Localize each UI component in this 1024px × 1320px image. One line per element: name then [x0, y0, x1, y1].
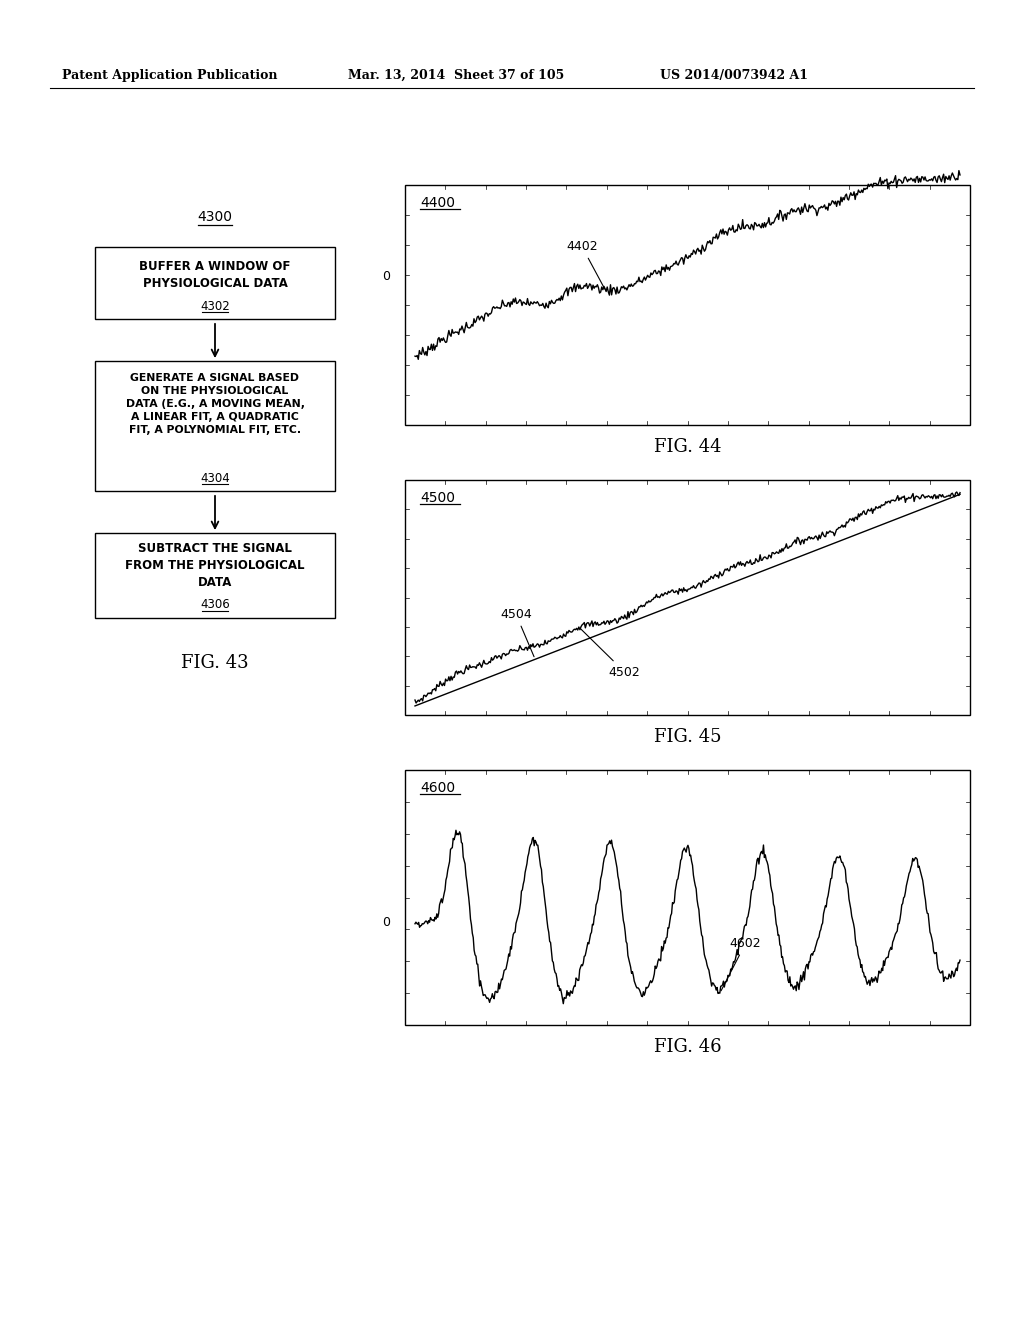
Text: Mar. 13, 2014  Sheet 37 of 105: Mar. 13, 2014 Sheet 37 of 105	[348, 69, 564, 82]
Bar	[406, 480, 970, 715]
Text: FIG. 45: FIG. 45	[653, 729, 721, 746]
Text: GENERATE A SIGNAL BASED
ON THE PHYSIOLOGICAL
DATA (E.G., A MOVING MEAN,
A LINEAR: GENERATE A SIGNAL BASED ON THE PHYSIOLOG…	[126, 372, 304, 436]
Text: 0: 0	[382, 269, 390, 282]
Text: SUBTRACT THE SIGNAL
FROM THE PHYSIOLOGICAL
DATA: SUBTRACT THE SIGNAL FROM THE PHYSIOLOGIC…	[125, 543, 305, 589]
Text: FIG. 44: FIG. 44	[653, 438, 721, 455]
Text: 4302: 4302	[200, 300, 229, 313]
Bar	[95, 360, 335, 491]
Bar	[406, 770, 970, 1026]
Text: 0: 0	[382, 916, 390, 929]
Text: 4502: 4502	[581, 628, 641, 678]
Text: 4304: 4304	[200, 471, 229, 484]
Bar	[95, 247, 335, 319]
Text: 4500: 4500	[420, 491, 455, 506]
Text: 4504: 4504	[500, 607, 535, 657]
Text: FIG. 46: FIG. 46	[653, 1038, 721, 1056]
Text: FIG. 43: FIG. 43	[181, 653, 249, 672]
Bar	[95, 533, 335, 618]
Text: BUFFER A WINDOW OF
PHYSIOLOGICAL DATA: BUFFER A WINDOW OF PHYSIOLOGICAL DATA	[139, 260, 291, 290]
Text: 4600: 4600	[420, 781, 455, 795]
Text: Patent Application Publication: Patent Application Publication	[62, 69, 278, 82]
Text: 4402: 4402	[566, 240, 605, 289]
Text: 4300: 4300	[198, 210, 232, 224]
Text: US 2014/0073942 A1: US 2014/0073942 A1	[660, 69, 808, 82]
Text: 4602: 4602	[721, 937, 762, 991]
Text: 4400: 4400	[420, 195, 455, 210]
Text: 4306: 4306	[200, 598, 229, 611]
Bar	[406, 185, 970, 425]
